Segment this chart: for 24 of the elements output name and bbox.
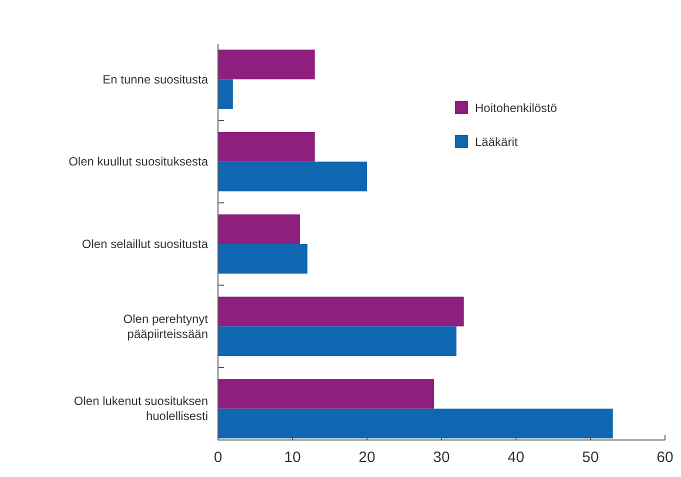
y-tick-label: En tunne suositusta [102,72,208,86]
x-tick-label: 30 [433,449,450,466]
legend-label: Lääkärit [475,135,518,149]
y-tick-label: Olen lukenut suosituksen huolellisesti [74,394,208,424]
x-tick-label: 60 [656,449,674,466]
bar [218,50,315,80]
y-tick-label: Olen kuullut suosituksesta [68,154,208,169]
bar [218,214,300,244]
x-tick-label: 10 [284,449,301,466]
y-tick-label: Olen perehtynyt pääpiirteissään [123,312,209,341]
x-tick-label: 40 [508,449,524,466]
legend-label: Hoitohenkilöstö [475,101,558,115]
x-tick-label: 20 [358,449,376,466]
bar [218,408,613,438]
y-tick-label: Olen selaillut suositusta [82,237,208,251]
bar [218,296,464,326]
bar [218,162,367,192]
bar [218,244,308,274]
bar [218,79,233,109]
bar [218,379,434,409]
bar [218,326,456,356]
x-tick-label: 0 [214,449,222,466]
bar [218,132,315,162]
x-tick-label: 50 [582,449,599,466]
